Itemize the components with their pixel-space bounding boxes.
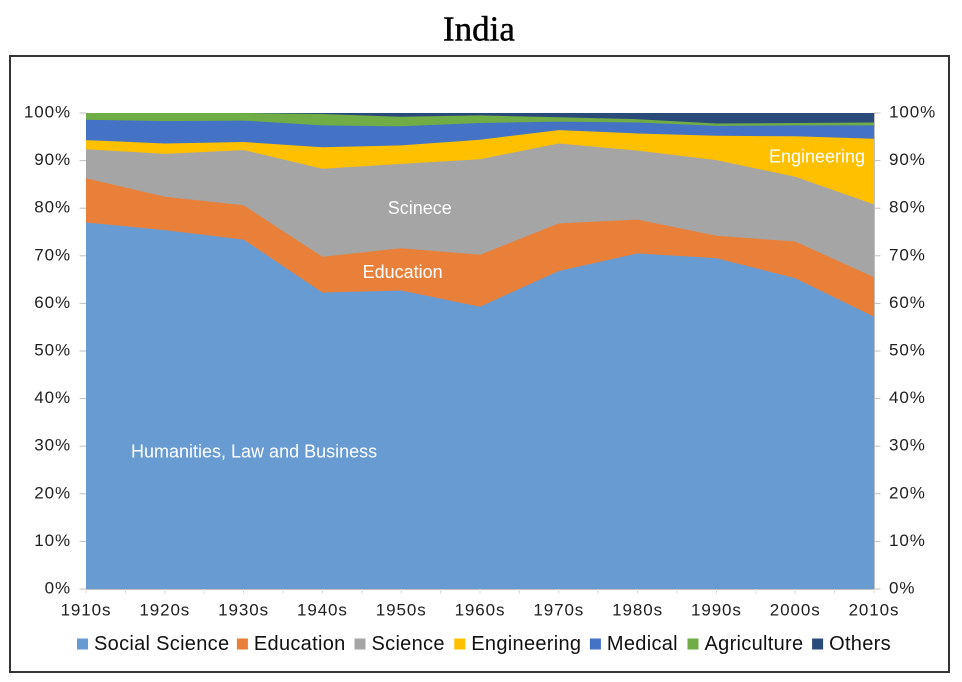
- svg-text:2010s: 2010s: [849, 601, 900, 620]
- svg-text:Agriculture: Agriculture: [705, 633, 804, 655]
- svg-text:1990s: 1990s: [691, 601, 742, 620]
- svg-text:India: India: [443, 10, 515, 49]
- svg-text:10%: 10%: [889, 531, 926, 550]
- svg-text:90%: 90%: [34, 150, 71, 169]
- svg-text:1980s: 1980s: [612, 601, 663, 620]
- svg-text:2000s: 2000s: [770, 601, 821, 620]
- svg-text:Engineering: Engineering: [769, 147, 865, 167]
- svg-text:1960s: 1960s: [455, 601, 506, 620]
- svg-text:0%: 0%: [45, 579, 71, 598]
- svg-text:100%: 100%: [889, 103, 936, 122]
- svg-text:80%: 80%: [34, 198, 71, 217]
- svg-text:Humanities, Law and Business: Humanities, Law and Business: [131, 442, 377, 462]
- svg-text:10%: 10%: [34, 531, 71, 550]
- svg-text:Education: Education: [254, 633, 346, 655]
- svg-text:0%: 0%: [889, 579, 915, 598]
- svg-text:Medical: Medical: [607, 633, 678, 655]
- svg-text:1950s: 1950s: [376, 601, 427, 620]
- svg-text:1940s: 1940s: [297, 601, 348, 620]
- svg-text:40%: 40%: [889, 388, 926, 407]
- svg-text:1910s: 1910s: [61, 601, 112, 620]
- svg-text:Social Science: Social Science: [94, 633, 229, 655]
- svg-text:Education: Education: [363, 262, 443, 282]
- svg-text:Scinece: Scinece: [388, 198, 452, 218]
- svg-text:100%: 100%: [24, 103, 71, 122]
- svg-text:50%: 50%: [34, 341, 71, 360]
- svg-text:90%: 90%: [889, 150, 926, 169]
- svg-text:30%: 30%: [34, 436, 71, 455]
- svg-text:Others: Others: [829, 633, 891, 655]
- svg-text:30%: 30%: [889, 436, 926, 455]
- svg-text:40%: 40%: [34, 388, 71, 407]
- svg-text:1930s: 1930s: [218, 601, 269, 620]
- svg-text:70%: 70%: [889, 245, 926, 264]
- svg-text:1970s: 1970s: [533, 601, 584, 620]
- svg-text:20%: 20%: [34, 483, 71, 502]
- svg-text:Engineering: Engineering: [471, 633, 581, 655]
- svg-text:Science: Science: [372, 633, 445, 655]
- svg-text:60%: 60%: [889, 293, 926, 312]
- svg-text:60%: 60%: [34, 293, 71, 312]
- svg-text:1920s: 1920s: [139, 601, 190, 620]
- svg-text:70%: 70%: [34, 245, 71, 264]
- svg-text:80%: 80%: [889, 198, 926, 217]
- svg-text:50%: 50%: [889, 341, 926, 360]
- svg-text:20%: 20%: [889, 483, 926, 502]
